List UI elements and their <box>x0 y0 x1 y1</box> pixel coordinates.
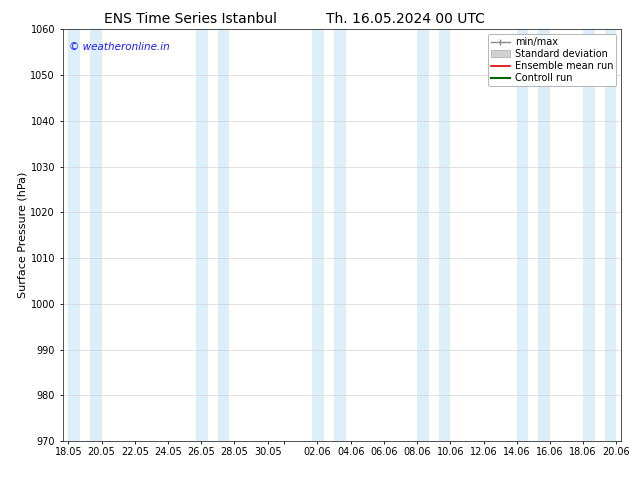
Bar <box>417 29 429 441</box>
Bar <box>334 29 346 441</box>
Bar <box>313 29 324 441</box>
Text: © weatheronline.in: © weatheronline.in <box>69 42 170 52</box>
Bar <box>68 29 80 441</box>
Bar <box>439 29 450 441</box>
Bar <box>605 29 616 441</box>
Bar <box>218 29 230 441</box>
Bar <box>538 29 550 441</box>
Bar <box>197 29 208 441</box>
Y-axis label: Surface Pressure (hPa): Surface Pressure (hPa) <box>18 172 28 298</box>
Text: Th. 16.05.2024 00 UTC: Th. 16.05.2024 00 UTC <box>327 12 485 26</box>
Bar <box>90 29 101 441</box>
Text: ENS Time Series Istanbul: ENS Time Series Istanbul <box>104 12 276 26</box>
Bar <box>517 29 528 441</box>
Bar <box>583 29 595 441</box>
Legend: min/max, Standard deviation, Ensemble mean run, Controll run: min/max, Standard deviation, Ensemble me… <box>488 34 616 86</box>
